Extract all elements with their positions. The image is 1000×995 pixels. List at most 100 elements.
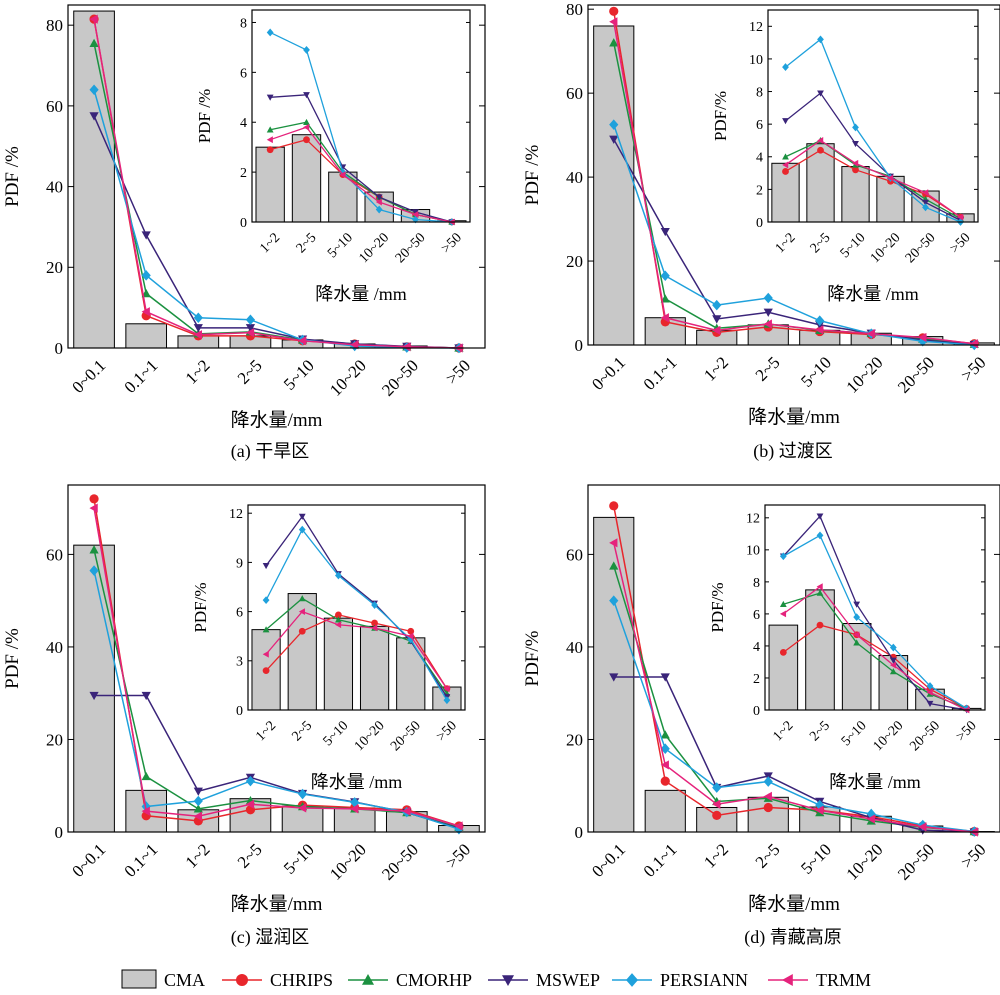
panel-1-xtick-label-0: 0~0.1	[588, 353, 629, 394]
inset-2-ytick-label-2: 6	[236, 606, 243, 621]
inset-3-xlabel: 降水量 /mm	[829, 772, 921, 792]
inset-1-xtick-label-4: 20~50	[903, 230, 939, 266]
panel-3-xtick-label-0: 0~0.1	[588, 840, 629, 881]
legend-label-PERSIANN: PERSIANN	[660, 970, 748, 990]
panel-0-xtick-label-4: 5~10	[280, 356, 318, 394]
inset-1-ytick-label-4: 8	[756, 85, 763, 100]
inset-0-bar-1	[292, 135, 320, 222]
panel-3-point-CHRIPS-1	[661, 777, 670, 786]
inset-1-ytick-label-6: 12	[749, 20, 763, 35]
panel-1-point-MSWEP-1	[661, 228, 670, 236]
panel-1-xtick-label-6: 20~50	[894, 353, 938, 397]
legend-marker-PERSIANN	[626, 973, 638, 987]
panel-2-xtick-label-3: 2~5	[234, 840, 266, 872]
inset-0-point-CHRIPS-1	[303, 136, 310, 143]
inset-0-xtick-label-2: 5~10	[325, 230, 356, 261]
panel-3-xlabel: 降水量/mm	[748, 893, 840, 915]
inset-3-ylabel: PDF/%	[708, 582, 727, 632]
panel-2-point-PERSIANN-3	[246, 776, 255, 787]
panel-3-point-CHRIPS-0	[609, 501, 618, 510]
inset-3-xtick-label-0: 1~2	[771, 718, 797, 744]
inset-3-xtick-label-2: 5~10	[839, 718, 870, 749]
inset-1-bar-2	[842, 167, 869, 222]
inset-2-xlabel: 降水量 /mm	[311, 772, 403, 792]
inset-1-xtick-label-3: 10~20	[868, 230, 904, 266]
panel-3-point-CHRIPS-3	[764, 803, 773, 812]
panel-2-xtick-label-1: 0.1~1	[121, 840, 162, 881]
panel-3-ytick-label-0: 0	[575, 823, 584, 842]
inset-3-xtick-label-1: 2~5	[807, 718, 833, 744]
panel-2-xtick-label-6: 20~50	[378, 840, 422, 884]
panel-0-xtick-label-5: 10~20	[326, 356, 370, 400]
panel-1-ytick-label-1: 20	[566, 252, 583, 271]
inset-2-point-CHRIPS-1	[299, 628, 306, 635]
panel-0-ylabel: PDF /%	[2, 146, 23, 207]
inset-2-xtick-label-5: >50	[434, 718, 460, 744]
inset-0-bar-0	[256, 147, 284, 222]
legend-marker-TRMM	[782, 974, 793, 986]
inset-3-point-CHRIPS-0	[780, 649, 787, 656]
panel-2-point-MSWEP-2	[194, 788, 203, 796]
panel-3-xtick-label-5: 10~20	[843, 840, 887, 884]
inset-3-ytick-label-2: 4	[753, 640, 760, 655]
panel-3-xtick-label-2: 1~2	[700, 840, 732, 872]
inset-2-xtick-label-1: 2~5	[289, 718, 315, 744]
panel-caption-1: (b) 过渡区	[753, 441, 833, 462]
inset-3-point-CHRIPS-1	[817, 622, 824, 629]
inset-0-ytick-label-0: 0	[240, 216, 247, 231]
inset-1-ytick-label-0: 0	[756, 216, 763, 231]
inset-3-ytick-label-4: 8	[753, 576, 760, 591]
legend-label-TRMM: TRMM	[816, 970, 871, 990]
panel-caption-0: (a) 干旱区	[231, 441, 309, 462]
panel-2-point-CHRIPS-0	[89, 494, 98, 503]
panel-3-xtick-label-7: >50	[957, 840, 989, 872]
panel-1-xtick-label-1: 0.1~1	[640, 353, 681, 394]
panel-2-ytick-label-3: 60	[46, 545, 63, 564]
panel-0-xtick-label-6: 20~50	[378, 356, 422, 400]
panel-0-point-PERSIANN-3	[246, 314, 255, 325]
panel-3-xtick-label-3: 2~5	[752, 840, 784, 872]
inset-2-xtick-label-2: 5~10	[321, 718, 352, 749]
panel-3-xtick-label-1: 0.1~1	[640, 840, 681, 881]
inset-2-ytick-label-1: 3	[236, 655, 243, 670]
inset-2-bar-4	[397, 638, 425, 710]
panel-1-bar-0	[594, 26, 634, 345]
panel-0-xtick-label-1: 0.1~1	[121, 356, 162, 397]
inset-0-xtick-label-1: 2~5	[294, 230, 320, 256]
inset-3-bar-1	[806, 590, 835, 710]
inset-0-ytick-label-3: 6	[240, 66, 247, 81]
inset-3-xtick-label-3: 10~20	[871, 718, 907, 754]
panel-3-ylabel: PDF/%	[522, 630, 543, 686]
panel-2-point-PERSIANN-2	[194, 796, 203, 807]
panel-1-point-TRMM-0	[609, 17, 617, 26]
panel-2-xtick-label-7: >50	[442, 840, 474, 872]
inset-0-ytick-label-2: 4	[240, 116, 247, 131]
legend-marker-CHRIPS	[236, 974, 248, 986]
panel-2-point-TRMM-0	[89, 504, 97, 513]
panel-0-ytick-label-0: 0	[55, 339, 64, 358]
panel-1-xtick-label-3: 2~5	[752, 353, 784, 385]
panel-2-ylabel: PDF /%	[2, 628, 23, 689]
inset-1-xtick-label-5: >50	[947, 230, 973, 256]
inset-1-xlabel: 降水量 /mm	[827, 284, 919, 304]
panel-1-ytick-label-0: 0	[575, 336, 584, 355]
inset-0-xtick-label-4: 20~50	[393, 230, 429, 266]
inset-0-xlabel: 降水量 /mm	[315, 284, 407, 304]
panel-caption-2: (c) 湿润区	[231, 927, 309, 948]
panel-0-xtick-label-3: 2~5	[234, 356, 266, 388]
inset-1-point-CHRIPS-1	[817, 147, 824, 154]
inset-2-ytick-label-3: 9	[236, 556, 243, 571]
legend-label-CHRIPS: CHRIPS	[270, 970, 333, 990]
panel-1-point-PERSIANN-3	[764, 293, 773, 304]
panel-3-xtick-label-6: 20~50	[894, 840, 938, 884]
inset-0-ylabel: PDF /%	[195, 89, 214, 143]
panel-2-xlabel: 降水量/mm	[231, 893, 323, 915]
inset-3-xtick-label-4: 20~50	[907, 718, 943, 754]
inset-2-point-CHRIPS-0	[263, 667, 270, 674]
